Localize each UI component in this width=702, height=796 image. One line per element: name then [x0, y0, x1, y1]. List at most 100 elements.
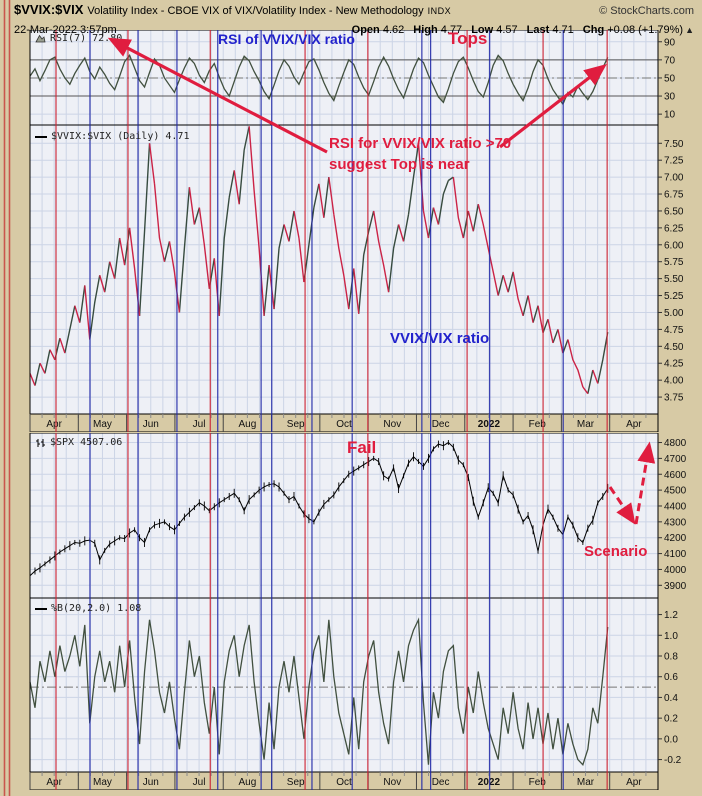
- svg-text:4.50: 4.50: [664, 342, 684, 353]
- month-label-Apr: Apr: [626, 777, 642, 788]
- annotation-vvix-vix-ratio: VVIX/VIX ratio: [390, 330, 490, 347]
- pb-panel: 1.2 1.0 0.8 0.6 0.4 0.2 0.0 -0.2: [29, 597, 682, 773]
- spx-panel: 4800 4700 4600 4500 4400 4300 4200 4100 4000 3900: [29, 433, 687, 599]
- svg-text:30: 30: [664, 92, 676, 103]
- line-style-icon: [35, 607, 47, 610]
- month-label-Dec: Dec: [432, 777, 450, 788]
- month-label-2022: 2022: [478, 777, 501, 788]
- svg-text:6.25: 6.25: [664, 223, 684, 234]
- svg-text:4300: 4300: [664, 517, 687, 528]
- month-label-Oct: Oct: [336, 777, 352, 788]
- month-label-Mar: Mar: [577, 777, 595, 788]
- month-label-2022: 2022: [478, 419, 501, 430]
- month-label-Apr: Apr: [626, 419, 642, 430]
- month-label-Aug: Aug: [238, 419, 256, 430]
- month-axis: Apr May Jun Jul Aug Sep Oct Nov Dec 2022 Feb Mar Apr: [29, 413, 659, 432]
- upper-chart-rsi-and-ratio: 90 70 50 30 10 7.50 7.25 7.00 6.75 6.50 6.25 6.00 5.…: [29, 30, 684, 432]
- month-label-Mar: Mar: [577, 419, 595, 430]
- svg-text:-0.2: -0.2: [664, 755, 682, 766]
- month-label-May: May: [93, 777, 112, 788]
- chart-header: $VVIX:$VIX Volatility Index - CBOE VIX of…: [0, 0, 702, 36]
- month-label-Jul: Jul: [193, 419, 206, 430]
- svg-text:1.2: 1.2: [664, 610, 678, 621]
- header-title-row: $VVIX:$VIX Volatility Index - CBOE VIX of…: [0, 0, 702, 19]
- svg-text:4200: 4200: [664, 533, 687, 544]
- spx-legend-label: $SPX 4507.06: [50, 437, 123, 448]
- svg-text:1.0: 1.0: [664, 631, 678, 642]
- svg-text:0.8: 0.8: [664, 652, 678, 663]
- svg-text:3.75: 3.75: [664, 393, 684, 404]
- rsi-y-axis-labels: 90 70 50 30 10: [658, 37, 676, 121]
- svg-text:4800: 4800: [664, 438, 687, 449]
- ticker-description: Volatility Index - CBOE VIX of VIX/Volat…: [87, 5, 424, 17]
- annotation-rsi-above-70-line1: RSI for VVIX/VIX ratio >70: [329, 135, 512, 152]
- svg-text:7.50: 7.50: [664, 139, 684, 150]
- annotation-tops: Tops: [448, 29, 488, 48]
- month-label-Sep: Sep: [287, 419, 305, 430]
- svg-text:4400: 4400: [664, 501, 687, 512]
- event-lines: [55, 433, 608, 790]
- spx-legend: $SPX 4507.06: [35, 437, 122, 448]
- up-triangle-icon: ▲: [685, 25, 694, 35]
- svg-text:4700: 4700: [664, 454, 687, 465]
- month-label-May: May: [93, 419, 112, 430]
- ratio-series-line: [29, 126, 609, 395]
- pb-y-axis-labels: 1.2 1.0 0.8 0.6 0.4 0.2 0.0 -0.2: [658, 610, 682, 766]
- ratio-y-axis-labels: 7.50 7.25 7.00 6.75 6.50 6.25 6.00 5.75 5.50 5.25…: [658, 139, 684, 404]
- quote-high: High 4.77: [413, 24, 463, 36]
- month-label-Feb: Feb: [529, 777, 547, 788]
- month-label-Nov: Nov: [383, 419, 401, 430]
- month-label-Dec: Dec: [432, 419, 450, 430]
- svg-text:0.6: 0.6: [664, 672, 678, 683]
- month-axis: Apr May Jun Jul Aug Sep Oct Nov Dec 2022 Feb Mar Apr: [29, 771, 659, 790]
- ticker-symbol: $VVIX:$VIX: [14, 2, 84, 17]
- spx-y-axis-labels: 4800 4700 4600 4500 4400 4300 4200 4100 4000 3900: [658, 438, 687, 592]
- ratio-legend-label: $VVIX:$VIX (Daily) 4.71: [51, 131, 190, 142]
- annotation-fail: Fail: [347, 438, 377, 457]
- rsi-legend: RSI(7) 72.80: [35, 33, 122, 44]
- grid: [30, 433, 658, 598]
- svg-text:4.00: 4.00: [664, 376, 684, 387]
- month-label-Jul: Jul: [193, 777, 206, 788]
- quote-open: Open 4.62: [351, 24, 405, 36]
- svg-text:6.50: 6.50: [664, 206, 684, 217]
- svg-text:50: 50: [664, 73, 676, 84]
- svg-text:70: 70: [664, 55, 676, 66]
- svg-text:4.75: 4.75: [664, 325, 684, 336]
- svg-text:90: 90: [664, 37, 676, 48]
- percent-b-legend: %B(20,2.0) 1.08: [35, 603, 141, 614]
- month-label-Aug: Aug: [238, 777, 256, 788]
- svg-text:4600: 4600: [664, 470, 687, 481]
- ratio-panel: 7.50 7.25 7.00 6.75 6.50 6.25 6.00 5.75 5.50 5.25…: [29, 124, 684, 415]
- annotation-rsi-above-70-line2: suggest Top is near: [329, 156, 470, 173]
- chart-datetime: 22-Mar-2022 3:57pm: [14, 24, 117, 36]
- quote-last: Last 4.71: [526, 24, 574, 36]
- month-label-Jun: Jun: [143, 419, 159, 430]
- svg-text:0.0: 0.0: [664, 734, 678, 745]
- annotation-rsi-above-70: RSI for VVIX/VIX ratio >70 suggest Top i…: [329, 133, 511, 175]
- rsi-legend-label: RSI(7) 72.80: [50, 33, 123, 44]
- svg-text:6.75: 6.75: [664, 190, 684, 201]
- svg-text:7.00: 7.00: [664, 173, 684, 184]
- month-label-Oct: Oct: [336, 419, 352, 430]
- svg-text:6.00: 6.00: [664, 240, 684, 251]
- line-style-icon: [35, 135, 47, 138]
- svg-text:5.25: 5.25: [664, 291, 684, 302]
- svg-text:0.2: 0.2: [664, 714, 678, 725]
- grid: [30, 125, 658, 414]
- svg-text:5.00: 5.00: [664, 308, 684, 319]
- month-label-Feb: Feb: [529, 419, 547, 430]
- svg-text:4.25: 4.25: [664, 359, 684, 370]
- annotation-scenario: Scenario: [584, 543, 648, 560]
- lower-chart-spx-and-percent-b: 4800 4700 4600 4500 4400 4300 4200 4100 4000 3900…: [29, 433, 687, 790]
- month-label-Apr: Apr: [46, 419, 62, 430]
- svg-text:4100: 4100: [664, 549, 687, 560]
- svg-text:0.4: 0.4: [664, 693, 678, 704]
- svg-text:3900: 3900: [664, 581, 687, 592]
- header-quote-row: 22-Mar-2022 3:57pm Open 4.62 High 4.77 Low…: [0, 19, 702, 38]
- quote-low: Low 4.57: [471, 24, 518, 36]
- percent-b-legend-label: %B(20,2.0) 1.08: [51, 603, 142, 614]
- exchange-label: INDX: [427, 6, 452, 16]
- svg-text:10: 10: [664, 110, 676, 121]
